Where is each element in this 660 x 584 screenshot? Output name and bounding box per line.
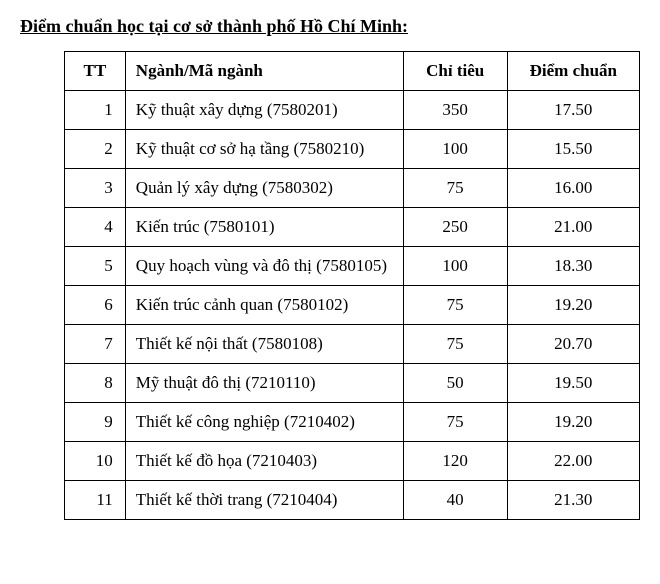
- cell-score: 19.50: [507, 364, 639, 403]
- cell-quota: 75: [403, 286, 507, 325]
- page-title: Điểm chuẩn học tại cơ sở thành phố Hồ Ch…: [20, 16, 640, 37]
- table-row: 4 Kiến trúc (7580101) 250 21.00: [65, 208, 640, 247]
- cell-score: 20.70: [507, 325, 639, 364]
- table-header-row: TT Ngành/Mã ngành Chỉ tiêu Điểm chuẩn: [65, 52, 640, 91]
- cell-name: Mỹ thuật đô thị (7210110): [125, 364, 403, 403]
- col-header-tt: TT: [65, 52, 126, 91]
- table-row: 10 Thiết kế đồ họa (7210403) 120 22.00: [65, 442, 640, 481]
- cell-quota: 250: [403, 208, 507, 247]
- cell-name: Thiết kế nội thất (7580108): [125, 325, 403, 364]
- cell-name: Kỹ thuật xây dựng (7580201): [125, 91, 403, 130]
- cell-quota: 50: [403, 364, 507, 403]
- cell-name: Kỹ thuật cơ sở hạ tầng (7580210): [125, 130, 403, 169]
- cell-tt: 8: [65, 364, 126, 403]
- cell-tt: 10: [65, 442, 126, 481]
- cell-name: Quản lý xây dựng (7580302): [125, 169, 403, 208]
- cell-quota: 40: [403, 481, 507, 520]
- cell-name: Kiến trúc cảnh quan (7580102): [125, 286, 403, 325]
- cell-score: 22.00: [507, 442, 639, 481]
- cell-score: 17.50: [507, 91, 639, 130]
- cell-name: Quy hoạch vùng và đô thị (7580105): [125, 247, 403, 286]
- cell-tt: 3: [65, 169, 126, 208]
- table-row: 1 Kỹ thuật xây dựng (7580201) 350 17.50: [65, 91, 640, 130]
- table-row: 6 Kiến trúc cảnh quan (7580102) 75 19.20: [65, 286, 640, 325]
- table-body: 1 Kỹ thuật xây dựng (7580201) 350 17.50 …: [65, 91, 640, 520]
- table-row: 7 Thiết kế nội thất (7580108) 75 20.70: [65, 325, 640, 364]
- cell-score: 21.00: [507, 208, 639, 247]
- cell-tt: 1: [65, 91, 126, 130]
- cell-name: Thiết kế thời trang (7210404): [125, 481, 403, 520]
- cell-tt: 2: [65, 130, 126, 169]
- col-header-quota: Chỉ tiêu: [403, 52, 507, 91]
- cell-score: 19.20: [507, 286, 639, 325]
- cell-tt: 11: [65, 481, 126, 520]
- cell-score: 18.30: [507, 247, 639, 286]
- cell-score: 21.30: [507, 481, 639, 520]
- col-header-name: Ngành/Mã ngành: [125, 52, 403, 91]
- table-row: 5 Quy hoạch vùng và đô thị (7580105) 100…: [65, 247, 640, 286]
- cell-quota: 100: [403, 130, 507, 169]
- cell-quota: 75: [403, 169, 507, 208]
- cell-tt: 7: [65, 325, 126, 364]
- cell-score: 19.20: [507, 403, 639, 442]
- cell-name: Kiến trúc (7580101): [125, 208, 403, 247]
- table-row: 2 Kỹ thuật cơ sở hạ tầng (7580210) 100 1…: [65, 130, 640, 169]
- table-row: 11 Thiết kế thời trang (7210404) 40 21.3…: [65, 481, 640, 520]
- table-row: 3 Quản lý xây dựng (7580302) 75 16.00: [65, 169, 640, 208]
- cell-tt: 4: [65, 208, 126, 247]
- cell-quota: 75: [403, 325, 507, 364]
- score-table: TT Ngành/Mã ngành Chỉ tiêu Điểm chuẩn 1 …: [64, 51, 640, 520]
- cell-quota: 100: [403, 247, 507, 286]
- table-container: TT Ngành/Mã ngành Chỉ tiêu Điểm chuẩn 1 …: [20, 51, 640, 520]
- cell-tt: 6: [65, 286, 126, 325]
- table-row: 8 Mỹ thuật đô thị (7210110) 50 19.50: [65, 364, 640, 403]
- cell-score: 15.50: [507, 130, 639, 169]
- cell-name: Thiết kế đồ họa (7210403): [125, 442, 403, 481]
- cell-quota: 120: [403, 442, 507, 481]
- cell-name: Thiết kế công nghiệp (7210402): [125, 403, 403, 442]
- cell-tt: 9: [65, 403, 126, 442]
- col-header-score: Điểm chuẩn: [507, 52, 639, 91]
- cell-quota: 75: [403, 403, 507, 442]
- cell-score: 16.00: [507, 169, 639, 208]
- cell-quota: 350: [403, 91, 507, 130]
- table-row: 9 Thiết kế công nghiệp (7210402) 75 19.2…: [65, 403, 640, 442]
- cell-tt: 5: [65, 247, 126, 286]
